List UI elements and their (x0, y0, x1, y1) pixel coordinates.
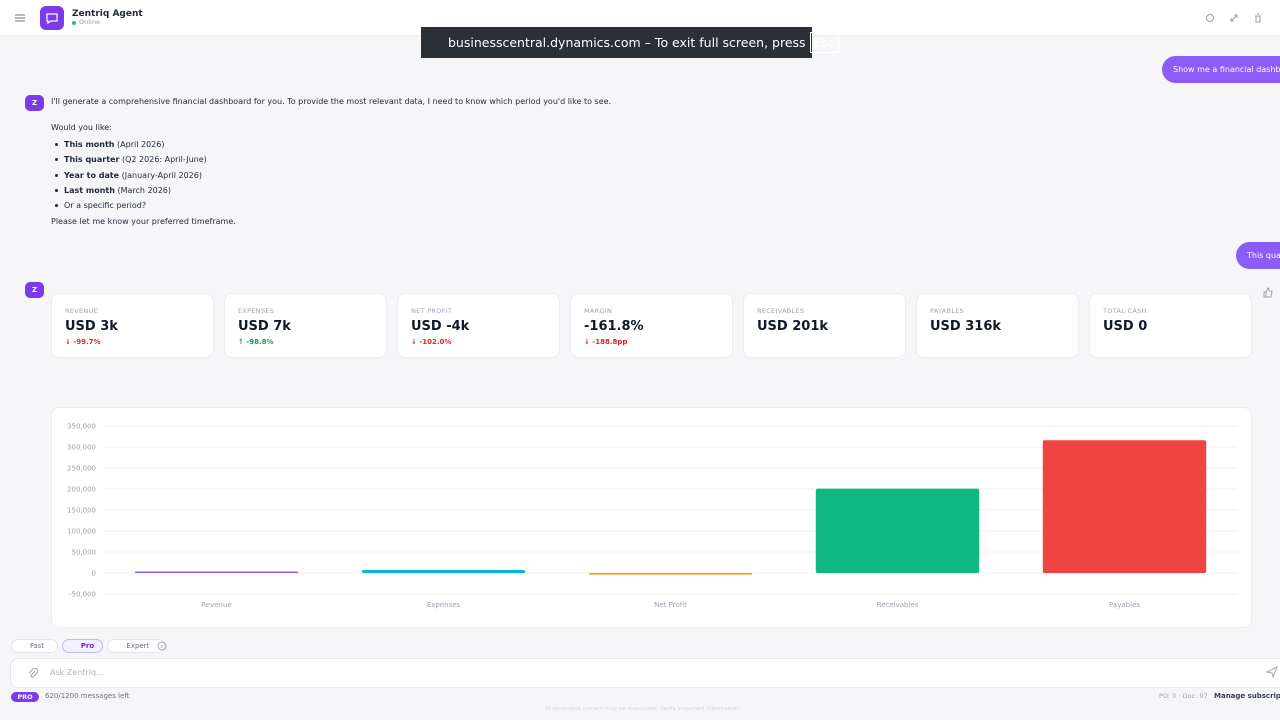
bullet (55, 204, 58, 208)
option-text: (April 2026) (114, 140, 165, 149)
kpi-card: MARGIN -161.8% ↓ -188.8pp (570, 293, 733, 358)
kpi-card: REVENUE USD 3k ↓ -99.7% (51, 293, 214, 358)
input-placeholder: Ask Zentriq... (50, 668, 104, 677)
option: Year to date (January-April 2026) (55, 171, 202, 180)
kpi-value: USD -4k (411, 319, 470, 334)
kpi-label: EXPENSES (238, 307, 275, 315)
option-text: Or a specific period? (64, 201, 147, 211)
mode-button[interactable]: Expert (107, 639, 165, 653)
bullet (55, 188, 58, 192)
like-button[interactable] (1263, 287, 1274, 298)
y-tick-label: 0 (92, 570, 96, 578)
disclaimer: AI-generated content may be inaccurate. … (545, 706, 741, 712)
minimize-button[interactable] (1229, 13, 1239, 23)
banner-text: businesscentral.dynamics.com – To exit f… (448, 35, 806, 50)
bullet (55, 143, 58, 146)
user-message: Show me a financial dashbo (1162, 56, 1280, 83)
y-tick-label: 350,000 (67, 423, 96, 431)
option: Last month (March 2026) (55, 186, 171, 195)
bar (815, 488, 980, 573)
assistant-text: I'll generate a comprehensive financial … (51, 97, 612, 106)
bar (1042, 440, 1207, 573)
menu-button[interactable] (14, 13, 26, 23)
kpi-change: ↑ -98.8% (238, 338, 274, 346)
x-tick-label: Expenses (427, 601, 461, 609)
option-text: (Q2 2026: April-June) (119, 155, 207, 165)
quota: 620/1200 messages left (45, 692, 130, 700)
kpi-card: TOTAL CASH USD 0 (1089, 293, 1252, 358)
x-tick-label: Revenue (201, 601, 232, 609)
x-tick-label: Net Profit (654, 601, 687, 609)
y-tick-label: 200,000 (67, 486, 96, 494)
app-title: Zentriq Agent (72, 9, 143, 19)
option: This month (April 2026) (55, 140, 164, 149)
option-text: (March 2026) (114, 185, 171, 195)
y-tick-label: 100,000 (67, 528, 96, 536)
bullet (55, 173, 58, 177)
mode-button[interactable]: Pro (61, 639, 104, 653)
bar (134, 571, 299, 573)
bar (588, 573, 753, 575)
bullet (55, 158, 58, 162)
y-tick-label: 50,000 (72, 549, 97, 557)
option: This quarter (Q2 2026: April-June) (55, 155, 207, 164)
option-text: (January-April 2026) (119, 170, 202, 180)
kpi-card: PAYABLES USD 316k (916, 293, 1079, 358)
delete-button[interactable] (1253, 13, 1263, 23)
assistant-text: Please let me know your preferred timefr… (51, 217, 236, 226)
kpi-value: USD 3k (65, 319, 118, 334)
kpi-change: ↓ -102.0% (411, 338, 452, 346)
status-dot (72, 21, 76, 25)
attach-button[interactable] (28, 668, 38, 678)
mode-button[interactable]: Fast (11, 639, 58, 653)
kpi-value: -161.8% (584, 319, 644, 334)
user-message: This quar (1236, 242, 1280, 269)
kpi-value: USD 0 (1103, 319, 1148, 334)
avatar: Z (25, 282, 44, 298)
kpi-value: USD 316k (930, 319, 1002, 334)
settings-button[interactable] (1205, 13, 1215, 23)
kpi-label: REVENUE (65, 307, 99, 315)
kpi-label: MARGIN (584, 307, 613, 315)
kpi-label: PAYABLES (930, 307, 965, 315)
kpi-value: USD 201k (757, 319, 829, 334)
y-tick-label: 150,000 (67, 507, 96, 515)
kpi-card: EXPENSES USD 7k ↑ -98.8% (224, 293, 387, 358)
kpi-change: ↓ -188.8pp (584, 338, 628, 346)
fullscreen-banner: businesscentral.dynamics.com – To exit f… (421, 27, 839, 58)
status: Online (79, 18, 100, 26)
assistant-text: Would you like: (51, 123, 112, 132)
kpi-card: RECEIVABLES USD 201k (743, 293, 906, 358)
bar (361, 570, 526, 573)
y-tick-label: 250,000 (67, 465, 96, 473)
kpi-value: USD 7k (238, 319, 291, 334)
avatar: Z (25, 95, 44, 111)
option-bold: Last month (64, 185, 115, 195)
kpi-card: NET PROFIT USD -4k ↓ -102.0% (397, 293, 560, 358)
input-box[interactable] (10, 658, 1280, 688)
banner-key: Esc (809, 32, 839, 53)
x-tick-label: Receivables (877, 601, 919, 609)
y-tick-label: -50,000 (69, 591, 96, 599)
option-bold: Year to date (64, 170, 120, 180)
counts: PO: 0 · Doc: 97 (1159, 692, 1208, 700)
kpi-label: NET PROFIT (411, 307, 453, 315)
send-button[interactable] (1266, 666, 1278, 678)
manage-link[interactable]: Manage subscript (1214, 692, 1280, 700)
x-tick-label: Payables (1109, 601, 1140, 609)
y-tick-label: 300,000 (67, 444, 96, 452)
kpi-change: ↓ -99.7% (65, 338, 101, 346)
app-icon (40, 6, 64, 30)
option-bold: This month (64, 140, 115, 149)
kpi-label: RECEIVABLES (757, 307, 805, 315)
info-button[interactable] (157, 641, 167, 651)
option: Or a specific period? (55, 201, 146, 210)
kpi-label: TOTAL CASH (1103, 307, 1147, 315)
option-bold: This quarter (64, 155, 120, 165)
plan-badge: PRO (11, 692, 39, 702)
